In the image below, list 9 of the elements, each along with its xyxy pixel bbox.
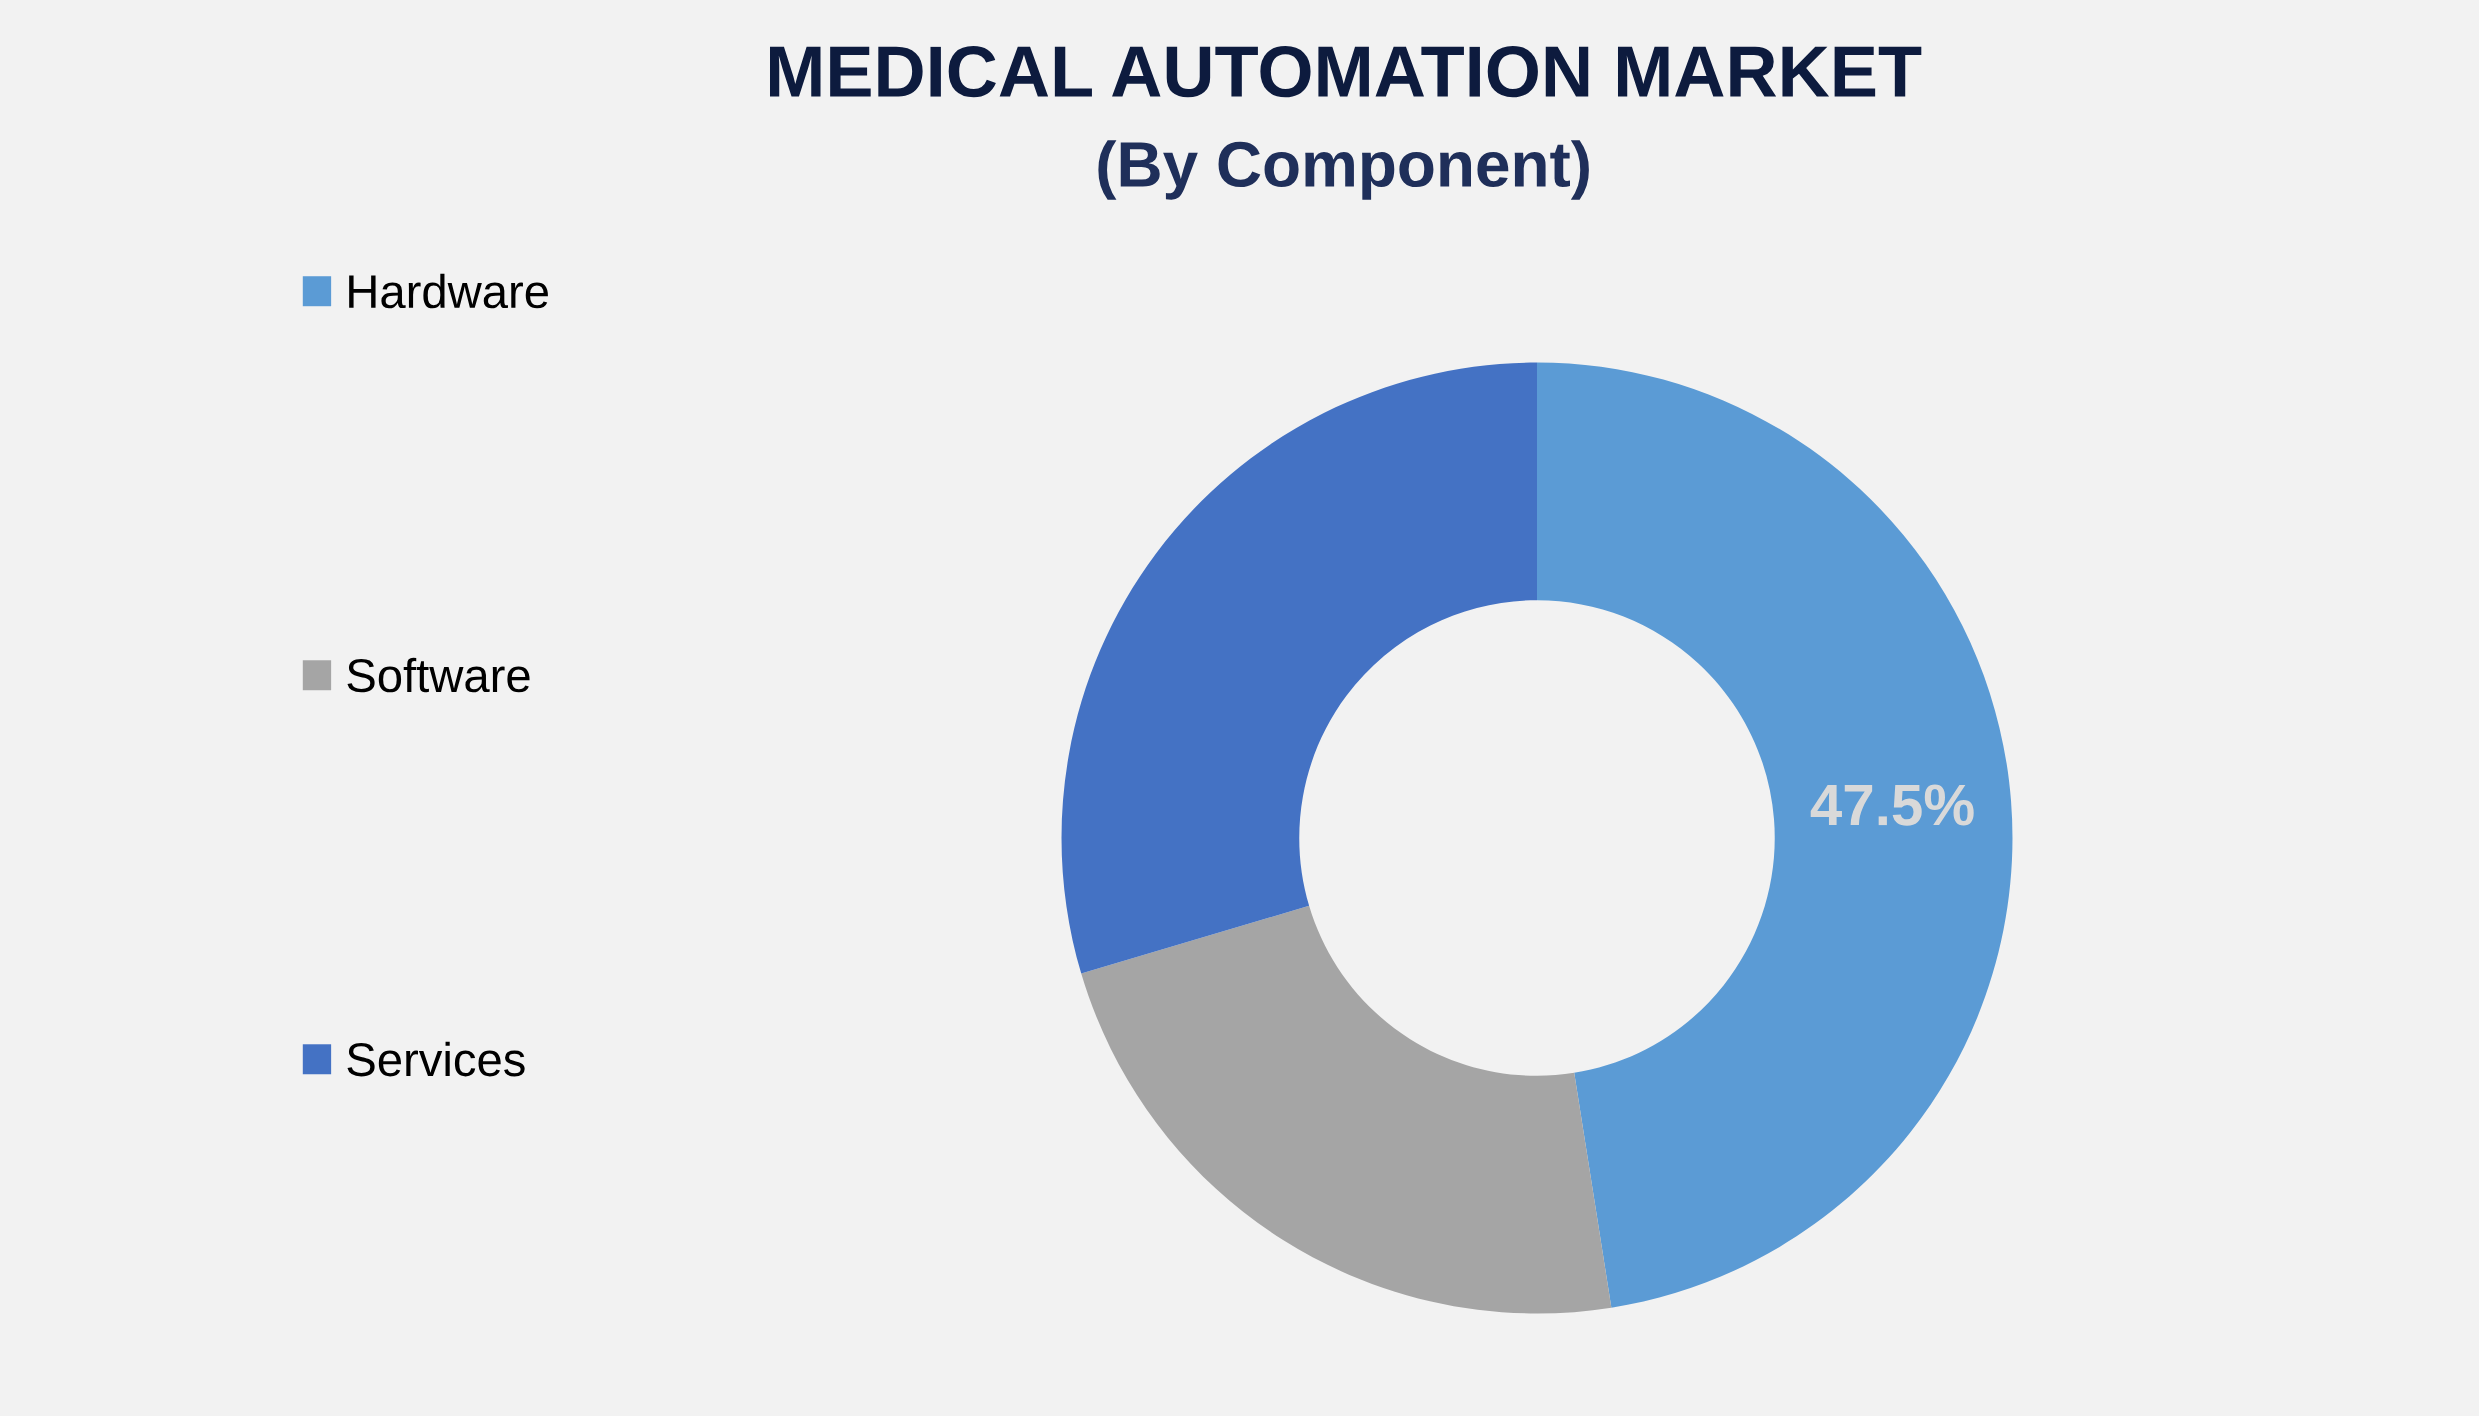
legend-label: Software [347,657,530,693]
donut-slice [1061,362,1537,974]
donut-slice [1537,362,2013,1308]
data-label: 47.5% [1810,784,1974,826]
legend-label: Hardware [349,273,548,309]
donut-slice [1081,905,1612,1314]
legend-label: Services [347,1041,525,1077]
chart-subtitle: (By Component) [1098,140,1589,200]
chart-title: MEDICAL AUTOMATION MARKET [770,46,1922,98]
